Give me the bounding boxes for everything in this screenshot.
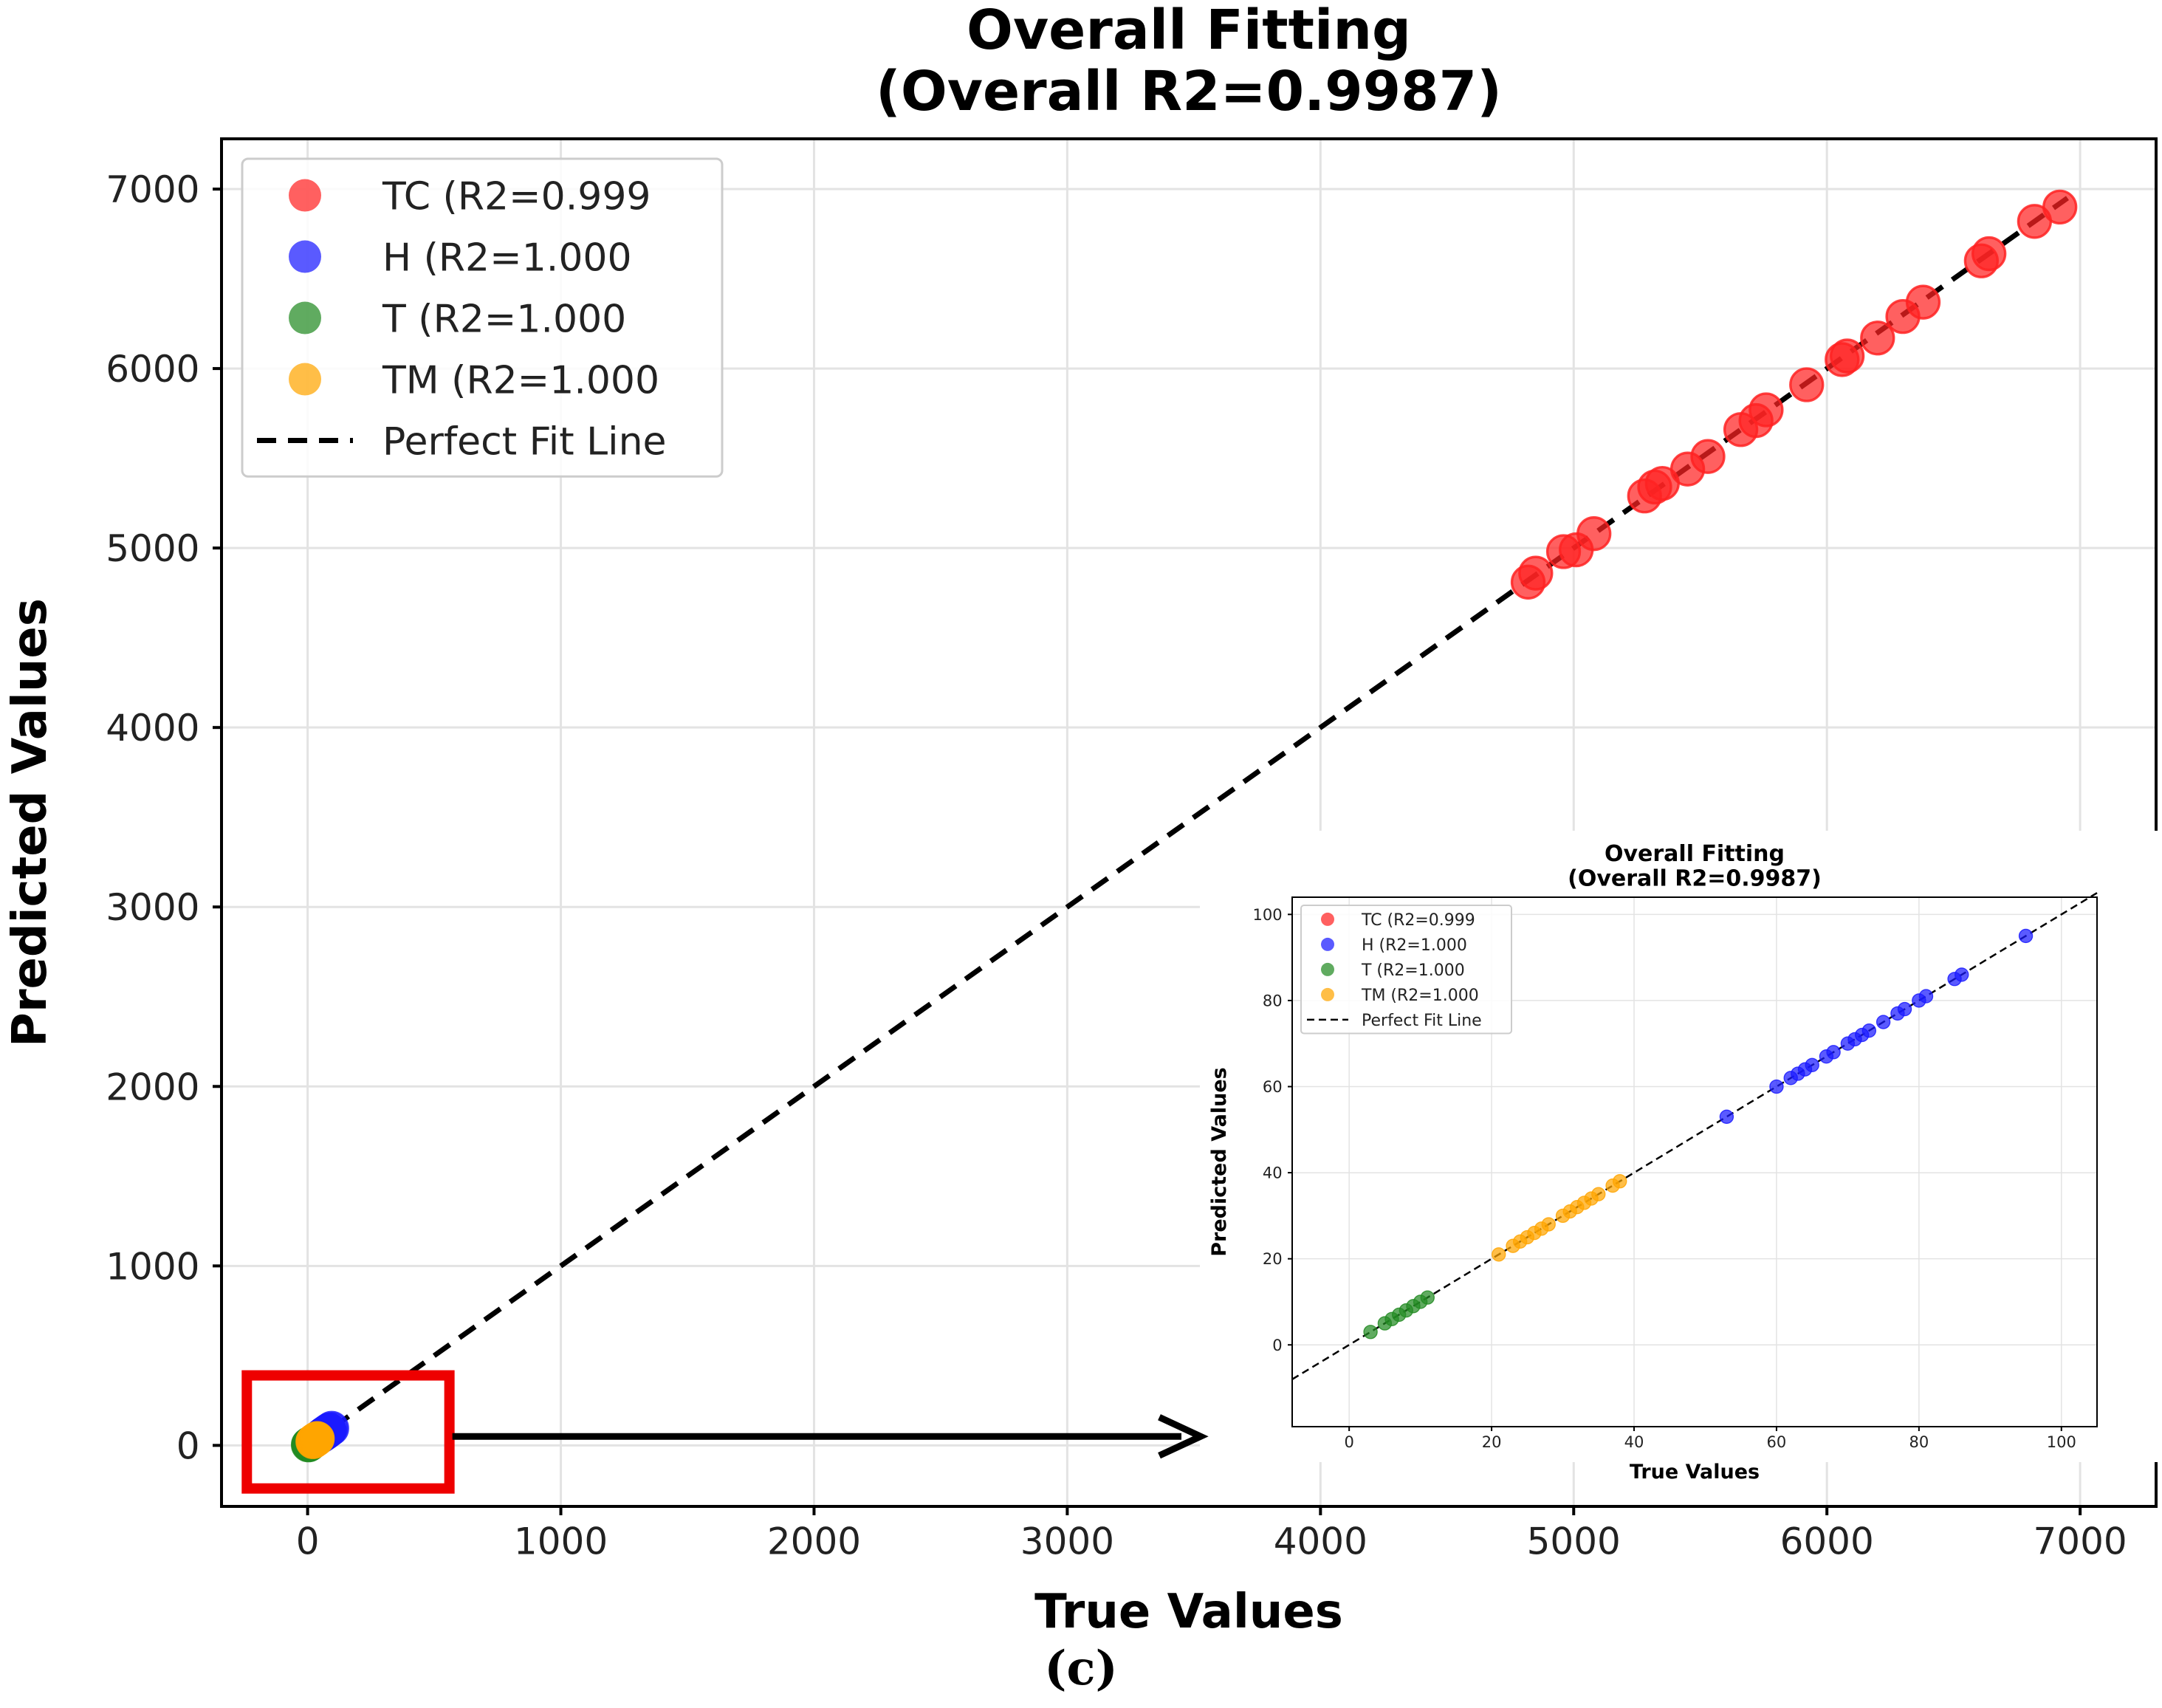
inset-chart-point-3-14: [1613, 1174, 1627, 1189]
main-chart-title-line-1: (Overall R2=0.9987): [876, 60, 1502, 123]
inset-chart-ytick-label-3: 60: [1263, 1078, 1283, 1096]
inset-chart-point-3-0: [1492, 1247, 1506, 1262]
inset-chart-xtick-label-2: 40: [1624, 1433, 1644, 1451]
inset-chart-ytick-label-5: 100: [1253, 906, 1283, 924]
main-chart-legend-marker-2: [289, 301, 321, 335]
inset-chart-point-1-16: [1918, 989, 1934, 1004]
inset-chart-ytick-label-2: 40: [1263, 1165, 1283, 1182]
main-chart-ytick-label-7: 7000: [106, 168, 199, 211]
main-chart-xtick-label-2: 2000: [767, 1520, 861, 1563]
inset-chart-legend-label-0: TC (R2=0.999: [1361, 911, 1475, 930]
main-chart-xtick-label-1: 1000: [514, 1520, 608, 1563]
main-chart-legend-label-3: TM (R2=1.000: [382, 358, 659, 402]
zoom-highlight-box: [241, 1370, 455, 1494]
main-chart-ytick-label-6: 6000: [106, 348, 199, 391]
inset-chart-xtick-label-5: 100: [2047, 1433, 2076, 1451]
inset-chart-point-1-5: [1805, 1057, 1819, 1073]
main-chart-legend-marker-1: [289, 240, 321, 273]
inset-chart-point-1-0: [1719, 1109, 1734, 1124]
inset-chart-legend-label-3: TM (R2=1.000: [1361, 987, 1479, 1005]
main-chart-xtick-label-3: 3000: [1020, 1520, 1114, 1563]
main-chart-legend-label-2: T (R2=1.000: [382, 297, 626, 341]
inset-chart-group: 0 20 40 60 80 100 0 20 40 60 80 100 Overall Fitting(…: [1200, 831, 2162, 1484]
main-chart-point-0-13: [1789, 367, 1825, 402]
inset-chart-x-axis-label: True Values: [1630, 1461, 1760, 1484]
inset-chart-legend-label-1: H (R2=1.000: [1362, 936, 1467, 955]
main-chart-point-0-16: [1860, 320, 1895, 356]
main-chart-ytick-label-3: 3000: [106, 886, 199, 929]
inset-chart-title-line-0: Overall Fitting: [1605, 841, 1785, 867]
inset-chart-xtick-label-0: 0: [1344, 1433, 1353, 1451]
inset-chart-xtick-label-4: 80: [1909, 1433, 1929, 1451]
main-chart-ytick-label-1: 1000: [106, 1245, 199, 1288]
main-chart-title-line-0: Overall Fitting: [967, 0, 1411, 62]
inset-chart-point-2-7: [1420, 1290, 1435, 1305]
inset-chart-point-1-1: [1769, 1079, 1784, 1094]
inset-chart-ytick-label-4: 80: [1263, 992, 1283, 1009]
inset-chart-point-1-18: [1955, 967, 1969, 982]
inset-chart-ytick-label-0: 0: [1272, 1337, 1282, 1354]
main-chart-perfect-fit-line: [306, 196, 2069, 1448]
inset-chart-legend-marker-0: [1321, 912, 1334, 926]
main-chart-group: 0 1000 2000 3000 4000 5000 6000 700001000200030…: [3, 0, 2158, 1639]
inset-chart-point-1-7: [1826, 1045, 1841, 1060]
main-chart-legend-marker-3: [289, 363, 321, 396]
main-chart-legend-label-0: TC (R2=0.999: [382, 174, 651, 219]
inset-chart-ytick-label-1: 20: [1263, 1250, 1283, 1268]
inset-chart-point-1-14: [1897, 1001, 1912, 1017]
main-chart-axes-frame: [220, 137, 2158, 1508]
main-chart-point-0-1: [1518, 555, 1554, 591]
main-chart-point-0-18: [1905, 284, 1941, 320]
main-chart-xtick-label-4: 4000: [1274, 1520, 1367, 1563]
inset-chart-axes-frame: [1291, 896, 2098, 1427]
inset-chart-legend-marker-2: [1321, 962, 1334, 976]
inset-chart-xtick-label-3: 60: [1767, 1433, 1787, 1451]
main-chart-x-axis-label: True Values: [1034, 1585, 1343, 1639]
main-chart-point-0-9: [1690, 439, 1726, 474]
inset-chart-xtick-label-1: 20: [1482, 1433, 1502, 1451]
main-chart-xtick-label-6: 6000: [1780, 1520, 1874, 1563]
inset-chart-point-3-12: [1591, 1187, 1606, 1201]
main-chart-point-0-12: [1749, 392, 1784, 428]
main-chart-ytick-label-2: 2000: [106, 1066, 199, 1108]
main-chart-point-0-22: [2042, 189, 2078, 225]
main-chart-legend-marker-0: [289, 179, 321, 212]
inset-chart-y-axis-label: Predicted Values: [1208, 1067, 1231, 1256]
main-chart-point-0-20: [1971, 236, 2007, 272]
inset-chart-title-line-1: (Overall R2=0.9987): [1568, 866, 1822, 892]
inset-chart-point-1-11: [1861, 1023, 1877, 1038]
inset-chart-point-1-12: [1876, 1015, 1891, 1029]
main-chart-point-0-4: [1576, 516, 1612, 552]
inset-chart-point-2-0: [1363, 1325, 1378, 1340]
figure-caption: (c): [1044, 1641, 1118, 1696]
main-chart-point-0-15: [1829, 338, 1865, 374]
main-chart-legend-label-fit: Perfect Fit Line: [382, 419, 667, 464]
inset-chart-legend-label-fit: Perfect Fit Line: [1362, 1012, 1482, 1030]
main-chart-y-axis-label: Predicted Values: [3, 598, 58, 1047]
inset-chart-legend-box: [1300, 905, 1512, 1035]
main-chart-xtick-label-0: 0: [296, 1520, 320, 1563]
main-chart-point-3-14: [299, 1421, 335, 1456]
main-chart-legend-box: [241, 157, 724, 478]
main-chart-xtick-label-7: 7000: [2033, 1520, 2127, 1563]
main-chart-ytick-label-5: 5000: [106, 527, 199, 570]
inset-chart-legend-marker-1: [1321, 937, 1334, 951]
inset-chart-point-1-19: [2018, 928, 2034, 944]
main-chart-ytick-label-0: 0: [176, 1424, 200, 1467]
inset-chart-legend-label-2: T (R2=1.000: [1361, 961, 1465, 980]
zoom-arrow-head: [1158, 1414, 1209, 1459]
inset-chart-point-3-6: [1541, 1217, 1556, 1232]
main-chart-legend-label-1: H (R2=1.000: [382, 236, 632, 280]
main-chart-xtick-label-5: 5000: [1527, 1520, 1621, 1563]
inset-chart-legend-marker-3: [1321, 987, 1334, 1001]
main-chart-ytick-label-4: 4000: [106, 707, 199, 750]
